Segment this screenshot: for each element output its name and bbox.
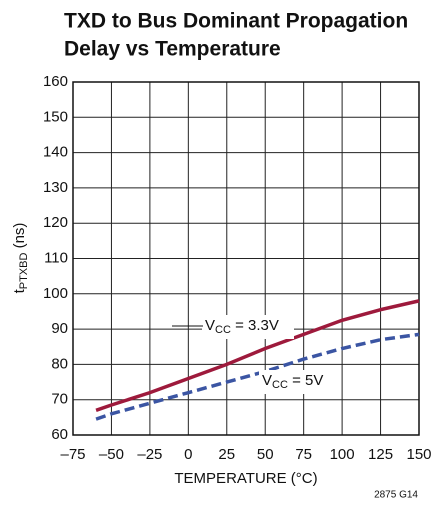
x-tick-label: 100 — [330, 446, 355, 463]
y-axis-label-main: t — [11, 288, 28, 293]
label-bg — [202, 315, 294, 339]
y-tick-label: 130 — [43, 179, 68, 196]
y-tick-label: 70 — [51, 391, 68, 408]
plot-frame — [72, 81, 420, 436]
x-tick-label: –75 — [60, 446, 85, 463]
series-label-rest: = 3.3V — [231, 317, 279, 334]
series-label-main: V — [205, 317, 215, 334]
series-label-sub: CC — [272, 379, 288, 391]
x-tick-label: 150 — [406, 446, 431, 463]
x-tick-label: 75 — [295, 446, 312, 463]
y-tick-label: 160 — [43, 73, 68, 90]
x-tick-label: 25 — [218, 446, 235, 463]
y-tick-label: 140 — [43, 144, 68, 161]
y-axis-label-sub: PTXBD — [18, 253, 30, 290]
footnote: 2875 G14 — [374, 490, 418, 501]
x-tick-label: –25 — [137, 446, 162, 463]
series-label-sub: CC — [215, 324, 231, 336]
y-tick-label: 60 — [51, 426, 68, 443]
label-bg — [259, 370, 341, 394]
line-series — [95, 299, 420, 412]
y-tick-label: 110 — [44, 249, 68, 266]
y-axis-label: tPTXBD (ns) — [11, 223, 30, 294]
x-tick-label: 50 — [257, 446, 274, 463]
y-tick-label: 80 — [51, 355, 68, 372]
line-series — [95, 332, 420, 421]
series-label-rest: = 5V — [288, 372, 323, 389]
x-tick-label: 0 — [184, 446, 192, 463]
series-label: VCC = 5V — [262, 372, 323, 391]
y-tick-label: 90 — [51, 320, 68, 337]
chart-title: TXD to Bus Dominant Propagation — [64, 10, 408, 33]
x-axis-label: TEMPERATURE (°C) — [174, 470, 317, 487]
y-tick-label: 120 — [43, 214, 68, 231]
x-tick-label: –50 — [99, 446, 124, 463]
y-axis-label-unit: (ns) — [11, 223, 28, 253]
x-tick-label: 125 — [368, 446, 393, 463]
y-tick-label: 150 — [43, 108, 68, 125]
series-label-main: V — [262, 372, 272, 389]
chart-title: Delay vs Temperature — [64, 38, 281, 61]
y-tick-label: 100 — [43, 285, 68, 302]
series-label: VCC = 3.3V — [205, 317, 279, 336]
